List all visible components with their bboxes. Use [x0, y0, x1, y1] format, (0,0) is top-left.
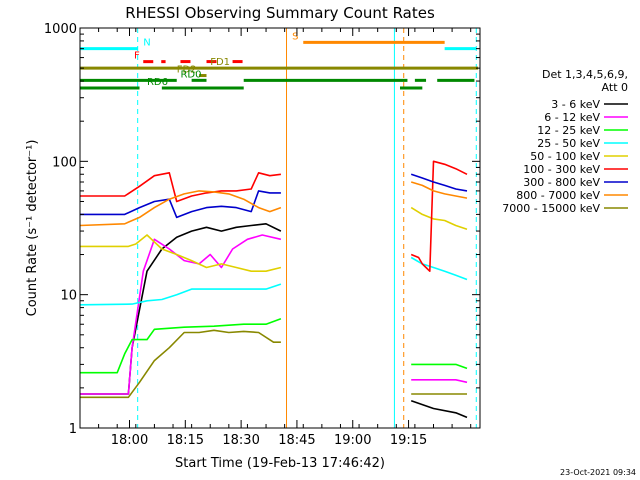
- series-800-7000-kev-line-2: [410, 181, 468, 199]
- flag-label-rd6: RD6: [147, 77, 168, 88]
- legend-label-800-7000-kev: 800 - 7000 keV: [516, 189, 600, 202]
- series-6-12-kev-line-2: [411, 378, 468, 384]
- legend-label-100-300-kev: 100 - 300 keV: [523, 163, 600, 176]
- y-tick-label-4: 1000: [44, 22, 77, 37]
- y-tick-label-3: 100: [52, 155, 77, 170]
- series-300-800-kev-line-1: [80, 190, 281, 219]
- series-25-50-kev-line-1: [79, 283, 282, 306]
- series-7000-15000-kev-line-1: [80, 329, 281, 399]
- series-100-300-kev-line-1: [80, 172, 282, 203]
- series-6-12-kev-line-1: [80, 234, 282, 395]
- x-axis: 18:00 18:15 18:30 18:45 19:00 19:15: [79, 28, 472, 448]
- legend-header-line-2: Att 0: [602, 81, 628, 94]
- flag-label-f: F: [134, 51, 140, 62]
- flag-label-fd2: FD2: [177, 65, 197, 76]
- legend-label-12-25-kev: 12 - 25 keV: [537, 124, 600, 137]
- series-800-7000-kev-line-1: [79, 190, 282, 227]
- legend-label-50-100-kev: 50 - 100 keV: [530, 150, 600, 163]
- series-25-50-kev-line-2: [410, 256, 468, 281]
- flag-label-rd0: RD0: [180, 69, 201, 80]
- series-12-25-kev-line-2: [411, 363, 468, 370]
- x-tick-label-6: 19:15: [390, 433, 427, 448]
- y-tick-label-2: 10: [60, 289, 77, 304]
- y-tick-label-1: 1: [69, 422, 77, 437]
- legend-label-300-800-kev: 300 - 800 keV: [523, 176, 600, 189]
- series-50-100-kev-line-1: [80, 234, 282, 273]
- x-axis-label: Start Time (19-Feb-13 17:46:42): [175, 456, 385, 471]
- legend-label-3-6-kev: 3 - 6 keV: [551, 98, 600, 111]
- flag-label-fd1: FD1: [210, 57, 230, 68]
- y-axis: 1 10 100 1000: [44, 22, 480, 437]
- series-100-300-kev-line-2: [410, 160, 468, 273]
- legend-header-line-1: Det 1,3,4,5,6,9,: [542, 68, 628, 81]
- series-300-800-kev-line-2: [410, 173, 468, 192]
- x-tick-label-1: 18:00: [111, 433, 148, 448]
- timestamp-stamp: 23-Oct-2021 09:34: [560, 468, 636, 477]
- series-50-100-kev-line-2: [410, 206, 468, 230]
- series-12-25-kev-line-1: [80, 317, 282, 374]
- x-tick-label-5: 19:00: [334, 433, 371, 448]
- legend-label-7000-15000-kev: 7000 - 15000 keV: [502, 202, 600, 215]
- legend-label-6-12-kev: 6 - 12 keV: [544, 111, 600, 124]
- x-tick-label-3: 18:30: [222, 433, 259, 448]
- series-3-6-kev-line-2: [410, 400, 468, 419]
- flag-label-s: S: [292, 31, 298, 42]
- flag-label-n: N: [143, 38, 150, 49]
- x-tick-label-4: 18:45: [278, 433, 315, 448]
- x-tick-label-2: 18:15: [167, 433, 204, 448]
- plot-frame: [79, 27, 481, 429]
- chart-title: RHESSI Observing Summary Count Rates: [125, 4, 435, 22]
- y-axis-label: Count Rate (s⁻¹ detector⁻¹): [25, 140, 40, 317]
- legend-label-25-50-kev: 25 - 50 keV: [537, 137, 600, 150]
